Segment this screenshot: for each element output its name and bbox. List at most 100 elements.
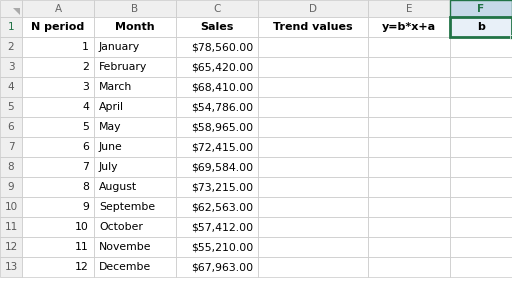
Bar bbox=[450, 157, 512, 177]
Bar bbox=[0, 277, 512, 282]
Bar bbox=[368, 97, 450, 117]
Bar bbox=[0, 97, 22, 117]
Text: $54,786.00: $54,786.00 bbox=[191, 102, 253, 112]
Bar bbox=[368, 157, 450, 177]
Bar bbox=[368, 257, 450, 277]
Bar bbox=[0, 57, 22, 77]
Text: $73,215.00: $73,215.00 bbox=[191, 182, 253, 192]
Bar bbox=[22, 257, 94, 277]
Bar bbox=[368, 57, 450, 77]
Bar bbox=[22, 97, 94, 117]
Text: $67,963.00: $67,963.00 bbox=[191, 262, 253, 272]
Text: January: January bbox=[99, 42, 140, 52]
Bar bbox=[258, 0, 368, 17]
Bar bbox=[368, 237, 450, 257]
Bar bbox=[176, 37, 258, 57]
Text: b: b bbox=[477, 22, 485, 32]
Polygon shape bbox=[13, 8, 20, 15]
Bar bbox=[258, 177, 368, 197]
Bar bbox=[258, 57, 368, 77]
Text: 5: 5 bbox=[82, 122, 89, 132]
Bar bbox=[176, 117, 258, 137]
Bar bbox=[258, 37, 368, 57]
Text: E: E bbox=[406, 3, 412, 14]
Text: 7: 7 bbox=[8, 142, 14, 152]
Text: 4: 4 bbox=[8, 82, 14, 92]
Bar bbox=[176, 257, 258, 277]
Bar bbox=[258, 237, 368, 257]
Bar bbox=[450, 257, 512, 277]
Bar bbox=[22, 37, 94, 57]
Text: B: B bbox=[132, 3, 139, 14]
Text: 11: 11 bbox=[5, 222, 17, 232]
Bar bbox=[0, 237, 22, 257]
Bar bbox=[450, 0, 512, 17]
Text: D: D bbox=[309, 3, 317, 14]
Text: F: F bbox=[477, 3, 484, 14]
Text: A: A bbox=[54, 3, 61, 14]
Bar bbox=[94, 37, 176, 57]
Text: 13: 13 bbox=[5, 262, 17, 272]
Bar bbox=[258, 117, 368, 137]
Bar bbox=[258, 97, 368, 117]
Bar bbox=[0, 197, 22, 217]
Text: 8: 8 bbox=[8, 162, 14, 172]
Bar bbox=[0, 217, 22, 237]
Text: $72,415.00: $72,415.00 bbox=[191, 142, 253, 152]
Text: 12: 12 bbox=[75, 262, 89, 272]
Text: $62,563.00: $62,563.00 bbox=[191, 202, 253, 212]
Bar bbox=[22, 197, 94, 217]
Text: $58,965.00: $58,965.00 bbox=[191, 122, 253, 132]
Text: $78,560.00: $78,560.00 bbox=[191, 42, 253, 52]
Bar bbox=[368, 17, 450, 37]
Bar bbox=[368, 37, 450, 57]
Bar bbox=[450, 137, 512, 157]
Bar bbox=[258, 257, 368, 277]
Text: 11: 11 bbox=[75, 242, 89, 252]
Text: 9: 9 bbox=[82, 202, 89, 212]
Bar bbox=[22, 77, 94, 97]
Bar bbox=[258, 17, 368, 37]
Text: 10: 10 bbox=[75, 222, 89, 232]
Text: 9: 9 bbox=[8, 182, 14, 192]
Bar bbox=[94, 257, 176, 277]
Bar bbox=[94, 117, 176, 137]
Bar bbox=[450, 17, 512, 37]
Text: $55,210.00: $55,210.00 bbox=[191, 242, 253, 252]
Bar bbox=[450, 57, 512, 77]
Text: 7: 7 bbox=[82, 162, 89, 172]
Bar bbox=[22, 57, 94, 77]
Text: Septembe: Septembe bbox=[99, 202, 155, 212]
Bar bbox=[22, 117, 94, 137]
Text: February: February bbox=[99, 62, 147, 72]
Bar bbox=[94, 237, 176, 257]
Text: March: March bbox=[99, 82, 132, 92]
Bar bbox=[176, 97, 258, 117]
Bar bbox=[0, 117, 22, 137]
Text: 8: 8 bbox=[82, 182, 89, 192]
Bar bbox=[0, 37, 22, 57]
Bar bbox=[258, 157, 368, 177]
Bar bbox=[94, 77, 176, 97]
Bar bbox=[0, 0, 22, 17]
Bar bbox=[94, 177, 176, 197]
Text: $69,584.00: $69,584.00 bbox=[191, 162, 253, 172]
Text: July: July bbox=[99, 162, 118, 172]
Bar bbox=[176, 137, 258, 157]
Bar bbox=[176, 177, 258, 197]
Bar bbox=[368, 137, 450, 157]
Text: 6: 6 bbox=[8, 122, 14, 132]
Text: 3: 3 bbox=[8, 62, 14, 72]
Bar bbox=[0, 257, 22, 277]
Text: 3: 3 bbox=[82, 82, 89, 92]
Bar bbox=[94, 157, 176, 177]
Text: Sales: Sales bbox=[200, 22, 233, 32]
Bar bbox=[258, 137, 368, 157]
Text: April: April bbox=[99, 102, 124, 112]
Text: y=b*x+a: y=b*x+a bbox=[382, 22, 436, 32]
Text: 1: 1 bbox=[8, 22, 14, 32]
Text: June: June bbox=[99, 142, 123, 152]
Bar bbox=[368, 197, 450, 217]
Text: 4: 4 bbox=[82, 102, 89, 112]
Text: 1: 1 bbox=[82, 42, 89, 52]
